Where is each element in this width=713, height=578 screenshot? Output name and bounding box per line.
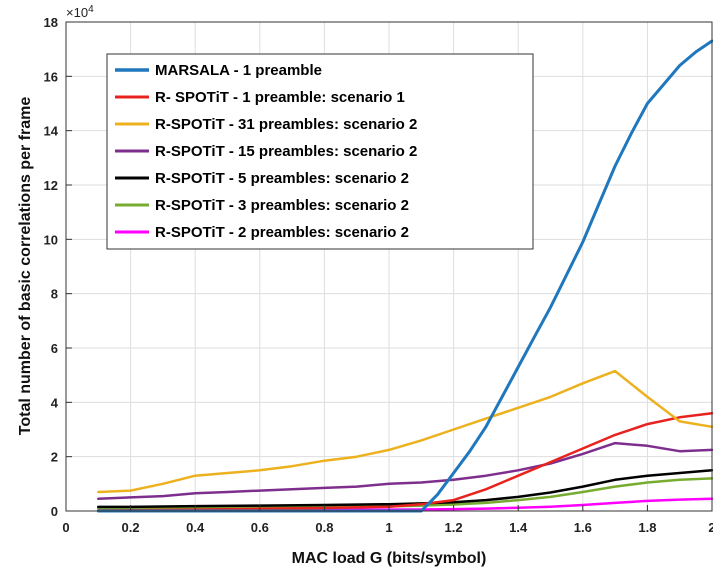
y-tick-label: 6: [51, 341, 58, 356]
legend-label: R-SPOTiT - 15 preambles: scenario 2: [155, 143, 417, 160]
axis-ticks: 0 0.2 0.4 0.6 0.8 1 1.2 1.4 1.6 1.8 2 0 2 4 6 8 10 12 14 16…: [44, 15, 713, 535]
y-exponent-power: 4: [88, 4, 94, 15]
series-line: [97, 369, 713, 494]
x-tick-label: 1.2: [445, 520, 463, 535]
legend-label: R- SPOTiT - 1 preamble: scenario 1: [155, 89, 405, 106]
x-tick-label: 1: [385, 520, 392, 535]
legend-box: [106, 53, 534, 250]
legend: MARSALA - 1 preamble R- SPOTiT - 1 preamb…: [106, 53, 534, 250]
y-tick-label: 12: [44, 178, 58, 193]
x-tick-label: 0.2: [122, 520, 140, 535]
x-tick-label: 0.6: [251, 520, 269, 535]
y-exponent-base: ×10: [66, 5, 88, 20]
y-tick-label: 0: [51, 504, 58, 519]
x-tick-label: 1.8: [638, 520, 656, 535]
y-tick-label: 14: [44, 124, 59, 139]
legend-label: MARSALA - 1 preamble: [155, 62, 322, 79]
series-line: [97, 441, 713, 501]
x-tick-label: 1.4: [509, 520, 528, 535]
series-line: [97, 411, 713, 512]
x-tick-label: 0.8: [315, 520, 333, 535]
y-axis-exponent: ×104: [66, 4, 94, 20]
y-tick-label: 4: [51, 395, 59, 410]
y-tick-label: 18: [44, 15, 58, 30]
series-line: [97, 469, 713, 509]
legend-label: R-SPOTiT - 5 preambles: scenario 2: [155, 170, 409, 187]
series-line: [97, 477, 713, 510]
legend-label: R-SPOTiT - 2 preambles: scenario 2: [155, 224, 409, 241]
y-tick-label: 8: [51, 287, 58, 302]
x-tick-label: 0: [62, 520, 69, 535]
legend-label: R-SPOTiT - 31 preambles: scenario 2: [155, 116, 417, 133]
y-tick-label: 10: [44, 232, 58, 247]
x-tick-label: 0.4: [186, 520, 205, 535]
x-axis-label: MAC load G (bits/symbol): [292, 550, 487, 567]
legend-label: R-SPOTiT - 3 preambles: scenario 2: [155, 197, 409, 214]
y-axis-label: Total number of basic correlations per f…: [17, 97, 34, 436]
y-tick-label: 2: [51, 450, 58, 465]
x-tick-label: 2: [708, 520, 713, 535]
y-tick-label: 16: [44, 69, 58, 84]
x-tick-label: 1.6: [574, 520, 592, 535]
